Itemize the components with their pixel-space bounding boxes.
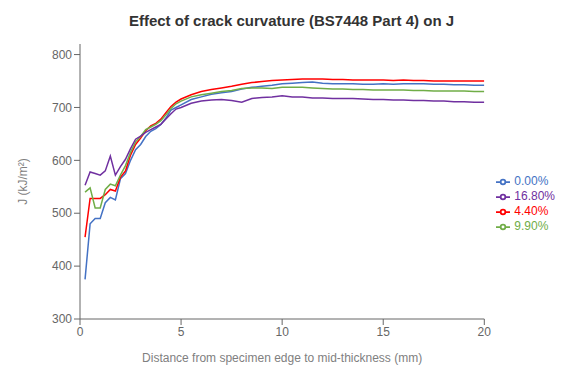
svg-text:15: 15 — [377, 325, 391, 339]
html-text:4.40%: 4.40% — [514, 204, 549, 218]
svg-text:600: 600 — [52, 154, 72, 168]
svg-text:10: 10 — [275, 325, 289, 339]
svg-text:J (kJ/m²): J (kJ/m²) — [16, 158, 30, 205]
svg-text:5: 5 — [178, 325, 185, 339]
svg-text:20: 20 — [478, 325, 492, 339]
svg-text:700: 700 — [52, 101, 72, 115]
html-text:Effect of crack curvature (BS7: Effect of crack curvature (BS7448 Part 4… — [128, 12, 455, 29]
svg-text:Distance from specimen edge to: Distance from specimen edge to mid-thick… — [142, 351, 422, 365]
svg-text:500: 500 — [52, 206, 72, 220]
svg-text:800: 800 — [52, 48, 72, 62]
html-text:16.80%: 16.80% — [514, 189, 555, 204]
html-text:0.00%: 0.00% — [514, 174, 549, 189]
html-text:9.90%: 9.90% — [514, 218, 549, 233]
svg-text:300: 300 — [52, 312, 72, 326]
svg-text:0: 0 — [77, 325, 84, 339]
svg-text:400: 400 — [52, 259, 72, 273]
